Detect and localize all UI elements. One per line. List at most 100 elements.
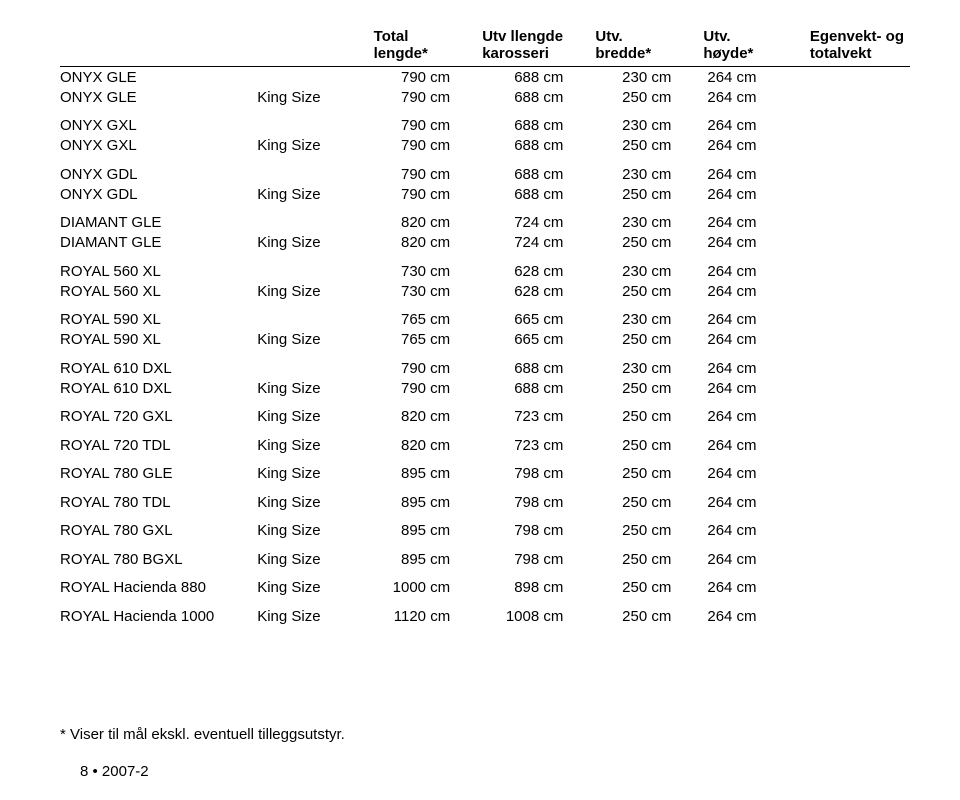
cell-total-length: 820 cm <box>374 233 483 253</box>
cell-total-length: 790 cm <box>374 136 483 156</box>
cell-total-length: 895 cm <box>374 512 483 541</box>
table-row: ROYAL 610 DXL790 cm688 cm230 cm264 cm <box>60 350 910 379</box>
cell-model: ROYAL 610 DXL <box>60 378 257 398</box>
cell-model: ROYAL 610 DXL <box>60 350 257 379</box>
cell-variant: King Size <box>257 398 373 427</box>
table-body: ONYX GLE790 cm688 cm230 cm264 cmONYX GLE… <box>60 67 910 627</box>
cell-model: ONYX GXL <box>60 136 257 156</box>
cell-body-length: 665 cm <box>482 301 595 330</box>
cell-width: 230 cm <box>595 107 703 136</box>
cell-body-length: 723 cm <box>482 427 595 456</box>
table-row: ROYAL 780 GXLKing Size895 cm798 cm250 cm… <box>60 512 910 541</box>
cell-weight <box>810 233 910 253</box>
cell-variant: King Size <box>257 136 373 156</box>
header-line: Egenvekt- og <box>810 28 904 45</box>
cell-total-length: 1120 cm <box>374 598 483 627</box>
cell-body-length: 724 cm <box>482 204 595 233</box>
cell-height: 264 cm <box>703 455 809 484</box>
cell-body-length: 628 cm <box>482 253 595 282</box>
cell-height: 264 cm <box>703 87 809 107</box>
cell-height: 264 cm <box>703 569 809 598</box>
header-line: Utv. <box>595 28 622 45</box>
cell-total-length: 730 cm <box>374 281 483 301</box>
cell-width: 250 cm <box>595 512 703 541</box>
cell-variant <box>257 301 373 330</box>
cell-height: 264 cm <box>703 301 809 330</box>
cell-variant: King Size <box>257 233 373 253</box>
cell-height: 264 cm <box>703 136 809 156</box>
table-row: ROYAL Hacienda 880King Size1000 cm898 cm… <box>60 569 910 598</box>
cell-model: ROYAL 560 XL <box>60 253 257 282</box>
cell-total-length: 820 cm <box>374 398 483 427</box>
cell-weight <box>810 427 910 456</box>
cell-height: 264 cm <box>703 281 809 301</box>
cell-height: 264 cm <box>703 350 809 379</box>
cell-variant: King Size <box>257 569 373 598</box>
header-line: Utv. <box>703 28 730 45</box>
cell-height: 264 cm <box>703 398 809 427</box>
table-row: ONYX GXLKing Size790 cm688 cm250 cm264 c… <box>60 136 910 156</box>
cell-variant <box>257 67 373 88</box>
table-row: DIAMANT GLE820 cm724 cm230 cm264 cm <box>60 204 910 233</box>
cell-total-length: 1000 cm <box>374 569 483 598</box>
header-model <box>60 28 257 67</box>
cell-height: 264 cm <box>703 541 809 570</box>
cell-total-length: 790 cm <box>374 87 483 107</box>
cell-width: 250 cm <box>595 281 703 301</box>
spec-table: Total lengde* Utv llengde karosseri Utv.… <box>60 28 910 626</box>
cell-model: ROYAL 780 GXL <box>60 512 257 541</box>
page-number: 8 • 2007-2 <box>60 763 910 780</box>
header-weight: Egenvekt- og totalvekt <box>810 28 910 67</box>
cell-model: ROYAL 720 TDL <box>60 427 257 456</box>
cell-width: 250 cm <box>595 87 703 107</box>
table-row: ONYX GDLKing Size790 cm688 cm250 cm264 c… <box>60 184 910 204</box>
table-row: ROYAL 590 XL765 cm665 cm230 cm264 cm <box>60 301 910 330</box>
cell-weight <box>810 87 910 107</box>
cell-model: ROYAL Hacienda 880 <box>60 569 257 598</box>
cell-variant <box>257 204 373 233</box>
cell-variant: King Size <box>257 512 373 541</box>
cell-variant: King Size <box>257 330 373 350</box>
table-row: ROYAL 780 BGXLKing Size895 cm798 cm250 c… <box>60 541 910 570</box>
header-total-length: Total lengde* <box>374 28 483 67</box>
cell-model: ONYX GDL <box>60 184 257 204</box>
cell-model: ROYAL 560 XL <box>60 281 257 301</box>
cell-body-length: 798 cm <box>482 512 595 541</box>
cell-weight <box>810 484 910 513</box>
cell-variant: King Size <box>257 184 373 204</box>
cell-width: 250 cm <box>595 569 703 598</box>
header-width: Utv. bredde* <box>595 28 703 67</box>
cell-width: 250 cm <box>595 484 703 513</box>
cell-variant <box>257 350 373 379</box>
cell-body-length: 798 cm <box>482 541 595 570</box>
cell-weight <box>810 156 910 185</box>
cell-body-length: 665 cm <box>482 330 595 350</box>
cell-total-length: 820 cm <box>374 204 483 233</box>
header-height: Utv. høyde* <box>703 28 809 67</box>
header-line: Total <box>374 28 409 45</box>
cell-body-length: 688 cm <box>482 350 595 379</box>
table-header-row: Total lengde* Utv llengde karosseri Utv.… <box>60 28 910 67</box>
footnote-text: * Viser til mål ekskl. eventuell tillegg… <box>60 726 910 743</box>
cell-total-length: 895 cm <box>374 541 483 570</box>
cell-width: 230 cm <box>595 301 703 330</box>
cell-width: 250 cm <box>595 427 703 456</box>
header-line: bredde* <box>595 45 651 62</box>
cell-width: 250 cm <box>595 378 703 398</box>
cell-weight <box>810 330 910 350</box>
header-variant <box>257 28 373 67</box>
cell-variant <box>257 156 373 185</box>
cell-weight <box>810 107 910 136</box>
header-line: karosseri <box>482 45 549 62</box>
table-row: ONYX GDL790 cm688 cm230 cm264 cm <box>60 156 910 185</box>
table-row: ROYAL 780 GLEKing Size895 cm798 cm250 cm… <box>60 455 910 484</box>
cell-variant <box>257 253 373 282</box>
cell-variant <box>257 107 373 136</box>
cell-height: 264 cm <box>703 330 809 350</box>
cell-total-length: 790 cm <box>374 156 483 185</box>
cell-body-length: 898 cm <box>482 569 595 598</box>
cell-variant: King Size <box>257 484 373 513</box>
cell-width: 250 cm <box>595 398 703 427</box>
cell-height: 264 cm <box>703 427 809 456</box>
cell-weight <box>810 569 910 598</box>
